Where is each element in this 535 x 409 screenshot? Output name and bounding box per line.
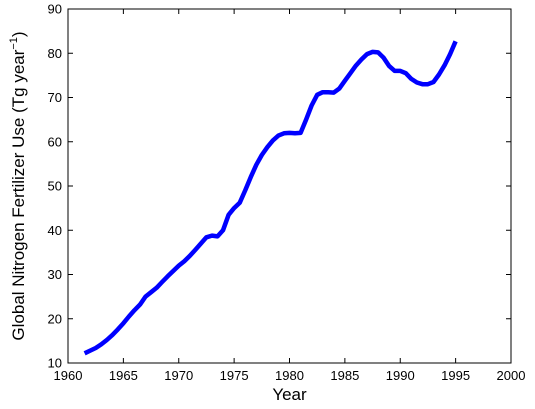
- x-tick-label: 1990: [386, 368, 415, 383]
- x-tick-label: 1965: [109, 368, 138, 383]
- x-tick-label: 1970: [164, 368, 193, 383]
- y-tick-label: 80: [48, 46, 62, 61]
- y-tick-label: 70: [48, 90, 62, 105]
- series-line: [83, 40, 458, 356]
- y-axis-label-tail: ): [9, 31, 28, 37]
- y-tick-label: 50: [48, 179, 62, 194]
- y-tick-label: 40: [48, 223, 62, 238]
- x-axis: 1960 1965 1970 1975 1980 1985 1990 1995 2000: [54, 9, 526, 383]
- x-tick-label: 2000: [497, 368, 526, 383]
- x-tick-label: 1960: [54, 368, 83, 383]
- y-tick-label: 10: [48, 356, 62, 371]
- x-tick-label: 1985: [330, 368, 359, 383]
- y-axis-label: Global Nitrogen Fertilizer Use (Tg year−…: [8, 31, 28, 340]
- y-axis-label-main: Global Nitrogen Fertilizer Use (Tg year: [9, 49, 28, 340]
- x-tick-label: 1995: [441, 368, 470, 383]
- y-tick-label: 30: [48, 267, 62, 282]
- y-tick-label: 60: [48, 134, 62, 149]
- y-axis: 10 20 30 40 50 60 70 80 90: [48, 2, 511, 371]
- y-tick-label: 20: [48, 311, 62, 326]
- x-axis-label: Year: [272, 385, 307, 404]
- x-tick-label: 1975: [220, 368, 249, 383]
- y-tick-label: 90: [48, 2, 62, 17]
- y-axis-label-superscript: −1: [8, 37, 20, 50]
- x-tick-label: 1980: [275, 368, 304, 383]
- series-layer: [83, 40, 458, 356]
